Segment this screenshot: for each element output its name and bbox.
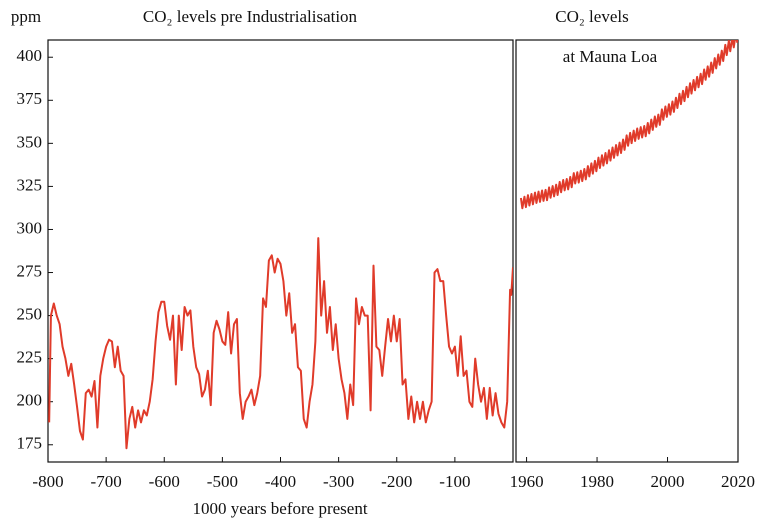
- y-tick-label: 375: [17, 89, 43, 108]
- y-tick-label: 350: [17, 132, 43, 151]
- y-tick-label: 300: [17, 218, 43, 237]
- x-tick-label: -400: [265, 472, 296, 491]
- x-tick-label: 2020: [721, 472, 755, 491]
- plot-frame: [47, 39, 514, 463]
- x-tick-label: 1960: [510, 472, 544, 491]
- x-tick-label: -300: [323, 472, 354, 491]
- chart-title: CO₂ levels pre Industrialisation: [143, 7, 358, 26]
- y-axis-label: ppm: [11, 7, 41, 26]
- x-tick-label: -200: [381, 472, 412, 491]
- y-tick-label: 275: [17, 261, 43, 280]
- data-line: [48, 237, 513, 450]
- plot-frame: [515, 39, 739, 463]
- y-tick-label: 250: [17, 304, 43, 323]
- x-tick-label: -500: [207, 472, 238, 491]
- x-tick-label: 1980: [580, 472, 614, 491]
- x-tick-label: -100: [439, 472, 470, 491]
- x-axis-label: 1000 years before present: [192, 499, 367, 518]
- y-tick-label: 400: [17, 46, 43, 65]
- annotation: at Mauna Loa: [563, 47, 658, 66]
- y-tick-label: 225: [17, 348, 43, 367]
- y-tick-label: 175: [17, 434, 43, 453]
- x-tick-label: 2000: [651, 472, 685, 491]
- data-line: [519, 40, 738, 210]
- x-tick-label: -800: [32, 472, 63, 491]
- x-tick-label: -600: [149, 472, 180, 491]
- x-tick-label: -700: [91, 472, 122, 491]
- chart-title: CO₂ levels: [555, 7, 628, 26]
- y-tick-label: 325: [17, 175, 43, 194]
- y-tick-label: 200: [17, 391, 43, 410]
